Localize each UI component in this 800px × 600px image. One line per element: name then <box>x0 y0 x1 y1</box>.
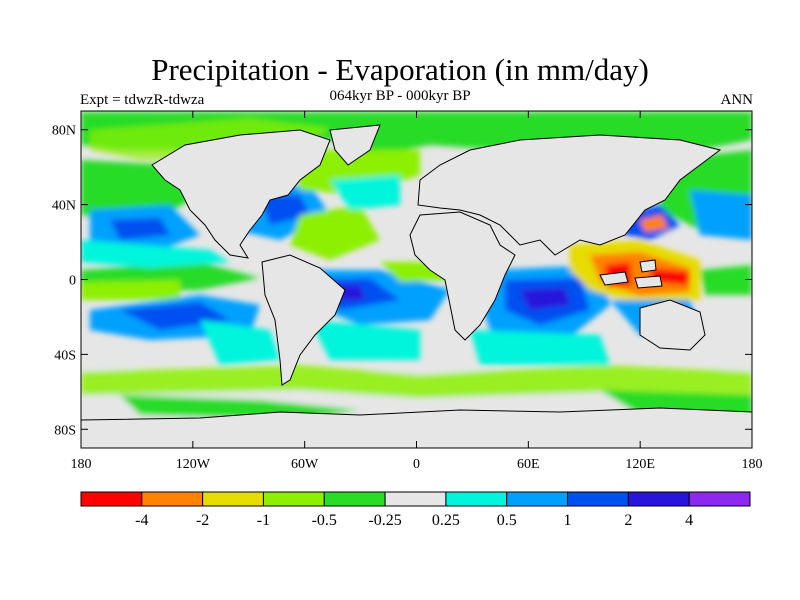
colorbar-swatch <box>506 491 569 507</box>
north-america <box>151 129 331 259</box>
colorbar-label: 2 <box>624 512 632 529</box>
australia <box>639 299 706 351</box>
colorbar-swatch <box>688 491 751 507</box>
africa <box>409 211 516 341</box>
colorbar-label: -2 <box>196 512 209 529</box>
lon-tick-label: 120W <box>176 457 211 472</box>
maritime-continent <box>599 259 663 289</box>
colorbar-swatch <box>323 491 386 507</box>
lon-tick-label: 180 <box>742 457 763 472</box>
eurasia <box>417 134 722 256</box>
colorbar-label: 0.25 <box>432 512 460 529</box>
colorbar-swatch <box>627 491 690 507</box>
axis-ticks: 180 120W 60W 0 60E 120E 180 80N 40N 0 40S 80S <box>52 111 763 472</box>
lat-tick-label: 80N <box>52 124 76 139</box>
colorbar-swatch <box>202 491 264 507</box>
colorbar-swatch <box>384 491 447 507</box>
page-title: Precipitation - Evaporation (in mm/day) <box>151 52 649 87</box>
colorbar-label: 1 <box>564 512 572 529</box>
map-field <box>81 111 752 448</box>
lon-tick-label: 0 <box>413 457 420 472</box>
colorbar-swatch <box>262 491 325 507</box>
lat-tick-label: 0 <box>69 274 76 289</box>
south-america <box>261 254 346 386</box>
greenland <box>329 124 381 166</box>
colorbar-label: 0.5 <box>497 512 517 529</box>
colorbar-swatch <box>141 491 204 507</box>
lon-tick-label: 60E <box>517 457 540 472</box>
colorbar-label: 4 <box>685 512 693 529</box>
lat-tick-label: 40S <box>54 348 76 363</box>
colorbar-swatch <box>80 491 143 507</box>
colorbar-label: -0.25 <box>368 512 401 529</box>
lat-tick-label: 40N <box>52 199 76 214</box>
colorbar-label: -4 <box>135 512 148 529</box>
season-label: ANN <box>720 92 754 108</box>
lat-tick-label: 80S <box>54 423 76 438</box>
experiment-label: Expt = tdwzR-tdwza <box>80 92 205 108</box>
colorbar-swatch <box>445 491 508 507</box>
subtitle: 064kyr BP - 000kyr BP <box>329 88 471 104</box>
colorbar: -4 -2 -1 -0.5 -0.25 0.25 0.5 1 2 4 <box>80 491 751 529</box>
colorbar-label: -0.5 <box>312 512 337 529</box>
lon-tick-label: 180 <box>71 457 92 472</box>
lon-tick-label: 60W <box>291 457 319 472</box>
colorbar-label: -1 <box>257 512 270 529</box>
colorbar-swatch <box>567 491 629 507</box>
lon-tick-label: 120E <box>625 457 655 472</box>
